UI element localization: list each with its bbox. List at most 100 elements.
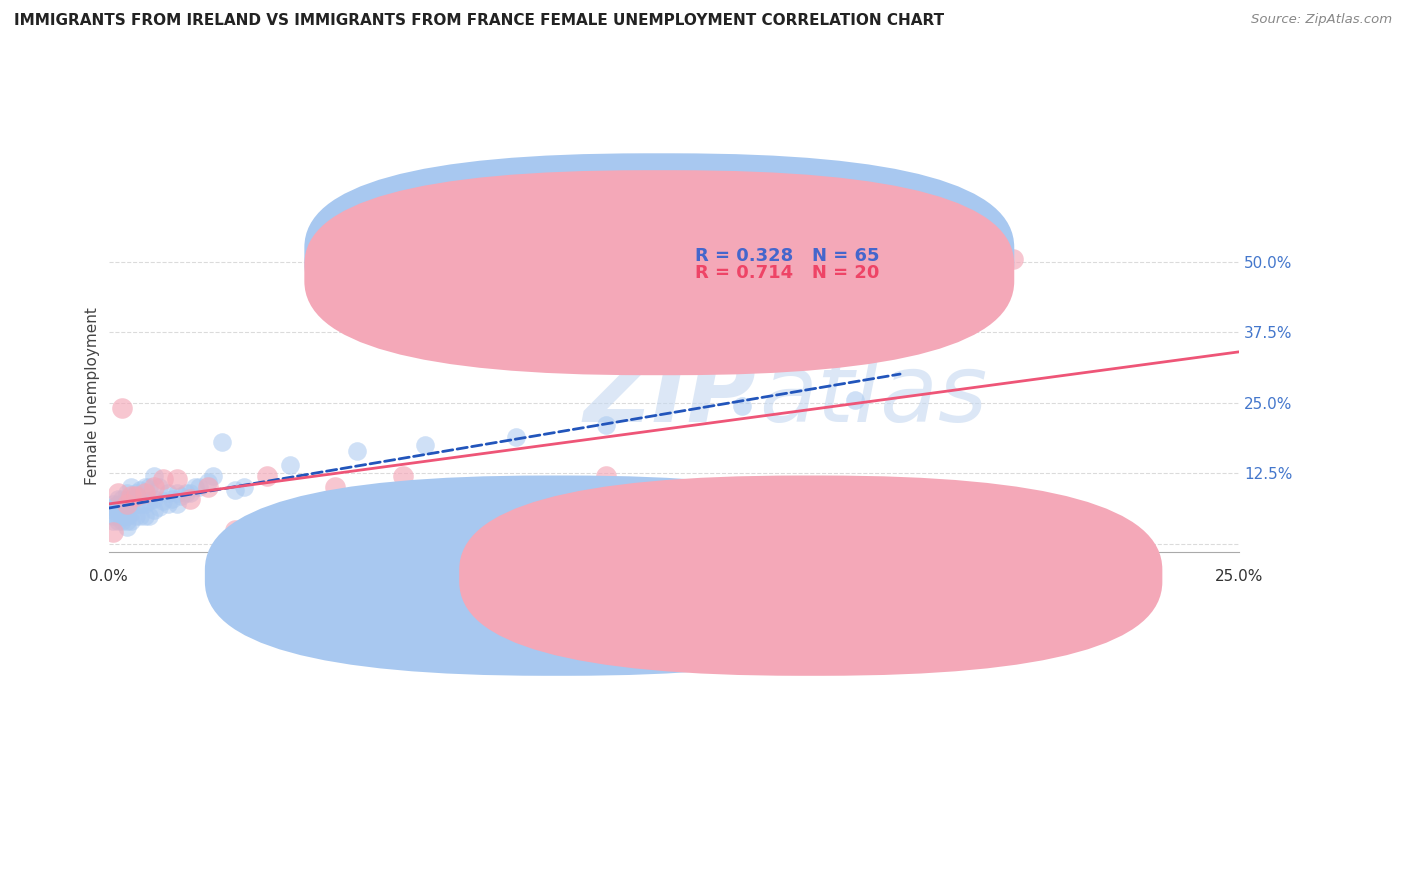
Point	[111, 491, 134, 506]
Point	[107, 491, 129, 506]
Text: Source: ZipAtlas.com: Source: ZipAtlas.com	[1251, 13, 1392, 27]
Point	[1002, 252, 1025, 266]
Point	[731, 520, 754, 534]
Point	[160, 491, 183, 506]
Point	[166, 472, 188, 486]
Point	[148, 500, 170, 514]
Point	[197, 480, 219, 494]
Point	[391, 469, 413, 483]
Point	[103, 497, 125, 511]
Point	[256, 469, 278, 483]
Point	[129, 497, 152, 511]
Point	[148, 480, 170, 494]
Point	[115, 514, 138, 528]
Point	[505, 429, 527, 443]
Point	[170, 489, 193, 503]
FancyBboxPatch shape	[304, 170, 1014, 376]
FancyBboxPatch shape	[304, 153, 1014, 359]
Point	[115, 520, 138, 534]
Point	[103, 514, 125, 528]
Text: ZIP: ZIP	[583, 350, 756, 442]
Point	[120, 480, 142, 494]
Point	[134, 480, 156, 494]
Point	[179, 486, 201, 500]
Point	[115, 486, 138, 500]
Point	[138, 494, 160, 508]
FancyBboxPatch shape	[205, 475, 908, 676]
Point	[595, 418, 617, 433]
Point	[107, 497, 129, 511]
Point	[134, 508, 156, 523]
Point	[143, 491, 166, 506]
Text: R = 0.328   N = 65: R = 0.328 N = 65	[696, 247, 880, 265]
Point	[166, 497, 188, 511]
Point	[233, 480, 256, 494]
Point	[103, 503, 125, 517]
Point	[323, 480, 346, 494]
Point	[111, 508, 134, 523]
Point	[111, 514, 134, 528]
Point	[111, 503, 134, 517]
Point	[120, 489, 142, 503]
Text: R = 0.714   N = 20: R = 0.714 N = 20	[696, 264, 880, 282]
Point	[482, 489, 505, 503]
Point	[107, 514, 129, 528]
Point	[138, 508, 160, 523]
Point	[138, 480, 160, 494]
Point	[125, 508, 148, 523]
Point	[731, 399, 754, 413]
Point	[115, 491, 138, 506]
Point	[224, 483, 246, 497]
Point	[166, 486, 188, 500]
Point	[120, 506, 142, 520]
Point	[103, 500, 125, 514]
Point	[129, 508, 152, 523]
Y-axis label: Female Unemployment: Female Unemployment	[86, 307, 100, 484]
Point	[115, 503, 138, 517]
FancyBboxPatch shape	[612, 241, 962, 288]
Point	[179, 491, 201, 506]
Point	[844, 392, 866, 407]
Point	[346, 443, 368, 458]
Point	[107, 508, 129, 523]
Text: 25.0%: 25.0%	[1215, 569, 1264, 584]
Point	[115, 497, 138, 511]
Point	[143, 469, 166, 483]
Point	[211, 435, 233, 450]
Point	[120, 514, 142, 528]
Point	[134, 497, 156, 511]
Point	[107, 486, 129, 500]
Text: atlas: atlas	[759, 351, 987, 442]
Point	[413, 438, 436, 452]
Point	[143, 480, 166, 494]
Point	[174, 486, 197, 500]
Point	[125, 486, 148, 500]
Text: Immigrants from France: Immigrants from France	[837, 568, 1021, 583]
Text: Immigrants from Ireland: Immigrants from Ireland	[582, 568, 769, 583]
Point	[152, 472, 174, 486]
Point	[278, 458, 301, 472]
Point	[134, 486, 156, 500]
Point	[103, 508, 125, 523]
Point	[152, 494, 174, 508]
FancyBboxPatch shape	[460, 475, 1163, 676]
Text: IMMIGRANTS FROM IRELAND VS IMMIGRANTS FROM FRANCE FEMALE UNEMPLOYMENT CORRELATIO: IMMIGRANTS FROM IRELAND VS IMMIGRANTS FR…	[14, 13, 945, 29]
Point	[103, 525, 125, 540]
Point	[201, 469, 224, 483]
Point	[143, 503, 166, 517]
Point	[197, 475, 219, 489]
Text: 0.0%: 0.0%	[90, 569, 128, 584]
Point	[111, 401, 134, 416]
Point	[224, 523, 246, 537]
Point	[156, 486, 179, 500]
Point	[156, 497, 179, 511]
Point	[111, 497, 134, 511]
Point	[125, 497, 148, 511]
Point	[125, 489, 148, 503]
Point	[115, 508, 138, 523]
Point	[595, 469, 617, 483]
Point	[107, 503, 129, 517]
Point	[129, 483, 152, 497]
Point	[188, 480, 211, 494]
Point	[120, 497, 142, 511]
